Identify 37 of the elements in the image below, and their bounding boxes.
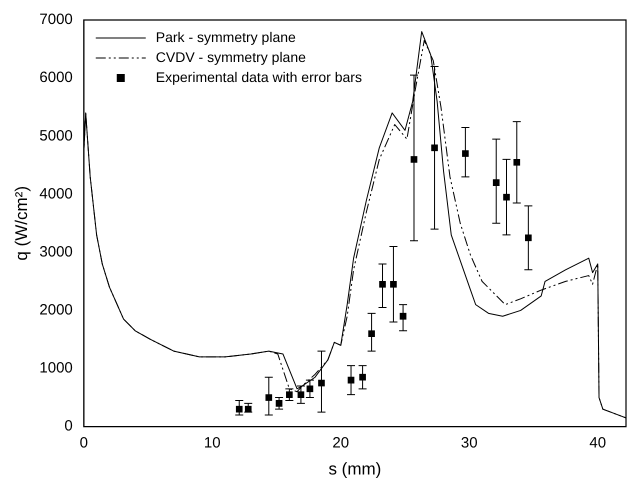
- point: [410, 156, 418, 163]
- y-axis-title: q (W/cm²): [12, 186, 31, 261]
- point: [503, 194, 510, 200]
- point: [379, 280, 386, 288]
- point: [390, 280, 397, 288]
- x-tick-label: 0: [80, 434, 88, 452]
- x-tick-label: 20: [332, 434, 350, 452]
- point: [236, 406, 243, 413]
- y-tick-label: 0: [64, 418, 73, 435]
- y-tick-label: 1000: [39, 360, 73, 377]
- point: [348, 376, 354, 384]
- x-tick-label: 30: [460, 434, 478, 452]
- point: [318, 380, 325, 386]
- legend-label: Park - symmetry plane: [156, 28, 296, 45]
- y-tick-label: 2000: [39, 302, 73, 319]
- point: [359, 374, 366, 381]
- point: [298, 391, 304, 398]
- legend-label: Experimental data with error bars: [156, 68, 362, 85]
- point: [400, 312, 406, 320]
- point: [513, 158, 520, 166]
- point: [368, 330, 375, 337]
- y-tick-label: 6000: [39, 69, 73, 86]
- y-tick-label: 5000: [39, 127, 73, 144]
- legend-label: CVDV - symmetry plane: [156, 48, 306, 65]
- x-tick-label: 40: [589, 434, 606, 452]
- y-tick-label: 7000: [39, 11, 73, 28]
- point: [265, 394, 272, 401]
- y-tick-label: 4000: [39, 185, 73, 202]
- point: [525, 234, 532, 242]
- y-tick-label: 3000: [39, 243, 73, 260]
- point: [492, 179, 500, 186]
- point: [431, 144, 438, 152]
- point: [306, 386, 314, 392]
- x-tick-label: 10: [204, 434, 221, 452]
- x-axis-title: s (mm): [328, 459, 382, 478]
- point: [462, 150, 469, 157]
- point: [244, 406, 252, 413]
